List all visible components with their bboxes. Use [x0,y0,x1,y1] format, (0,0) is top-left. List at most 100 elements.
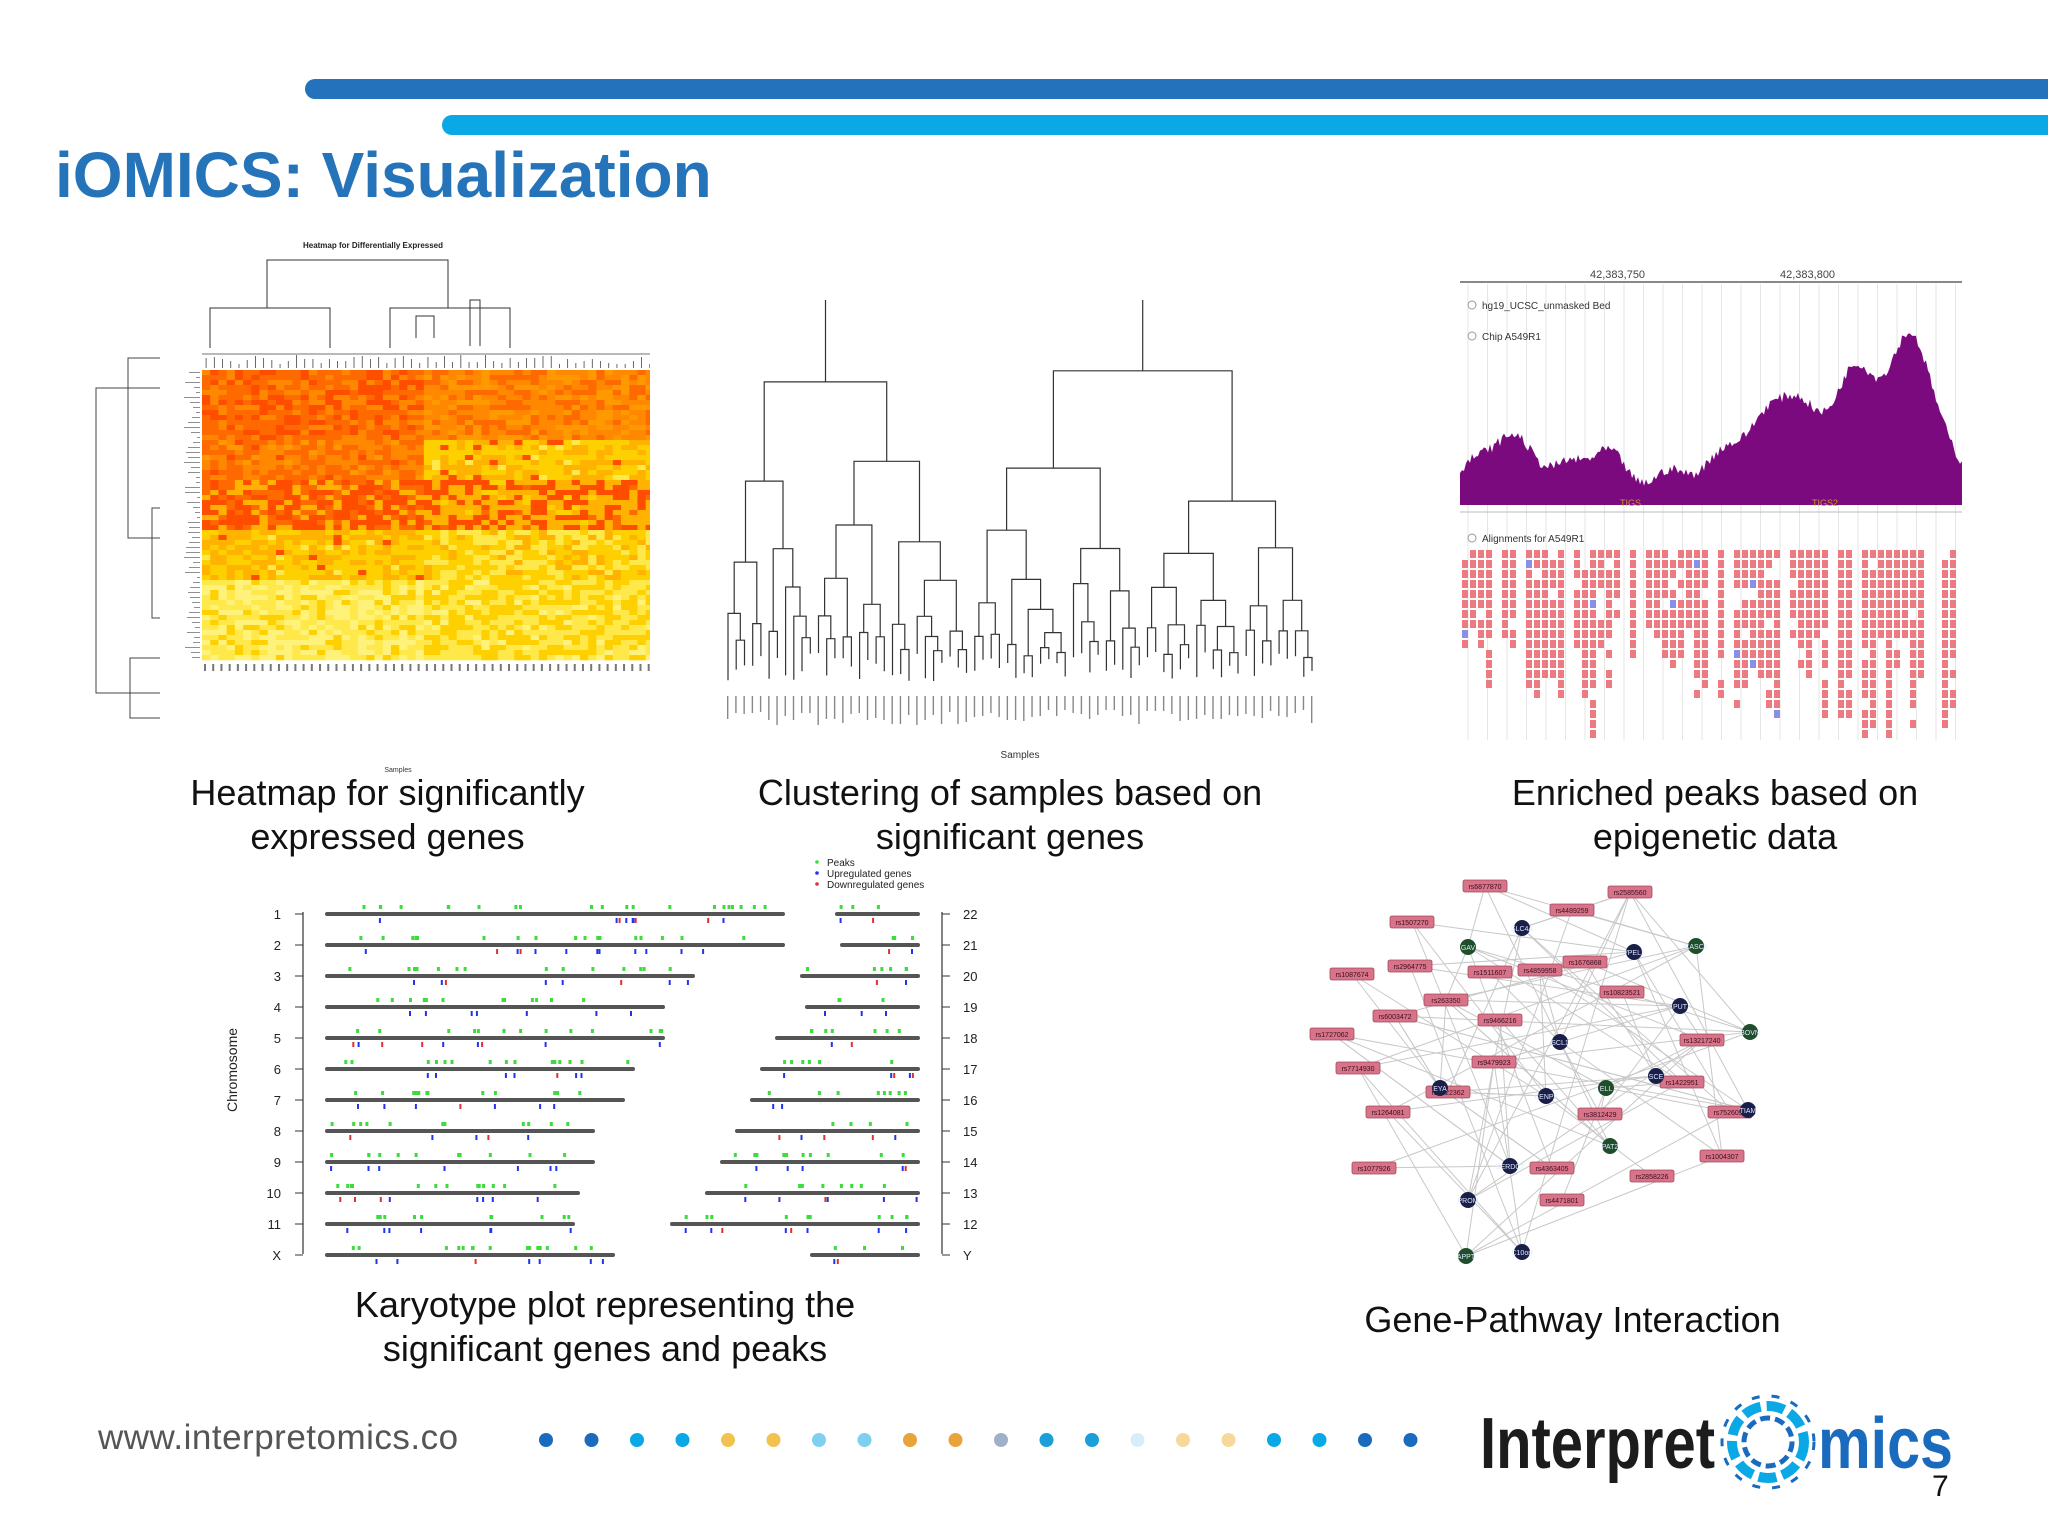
footer-dot [903,1433,917,1447]
chromosome-label-left: 4 [274,1000,281,1015]
chromosome-label-right: 14 [963,1155,977,1170]
snp-node: rs1727062 [1315,1032,1348,1039]
footer-dot [584,1433,599,1447]
cluster-dendrogram [727,300,1313,681]
peaks-alignment-reads [1462,550,1956,738]
chromosome-label-right: 19 [963,1000,977,1015]
snp-node: rs7526097 [1713,1110,1746,1117]
footer-dot [1358,1433,1372,1447]
chromosome-label-right: 22 [963,907,977,922]
clustering-caption: Clustering of samples based on significa… [757,772,1263,857]
footer-dot [766,1433,781,1447]
chromosome-label-left: 6 [274,1062,281,1077]
snp-node: rs2858226 [1635,1174,1668,1181]
chromosome-label-left: 7 [274,1093,281,1108]
chromosome-label-left: 3 [274,969,281,984]
footer-dot [948,1433,963,1447]
chromosome-label-right: 16 [963,1093,977,1108]
snp-node: rs6877870 [1468,884,1501,891]
gene-node: TIAM [1740,1108,1757,1115]
footer-dot [721,1433,735,1447]
chromosome-label-right: 13 [963,1186,977,1201]
heatmap-left-leaves [184,372,200,658]
gene-node: CENPF [1534,1094,1558,1101]
peaks-figure: 42,383,750 42,383,800 hg19_UCSC_unmasked… [1460,270,1962,740]
snp-node: rs9479923 [1477,1060,1510,1067]
footer-dot [1312,1433,1327,1447]
network-caption: Gene-Pathway Interaction [1364,1299,1781,1340]
chromosome-label-left: 5 [274,1031,281,1046]
heatmap-top-leaves [202,353,650,368]
snp-node: rs1422951 [1665,1080,1698,1087]
chromosome-label-left: 1 [274,907,281,922]
gene-node: C10orf [1511,1250,1532,1257]
gene-network-figure: rs6877870 rs2585560 rs1507270 rs4489259 rs29… [1309,879,1760,1264]
snp-node: rs4363405 [1535,1166,1568,1173]
karyotype-legend-item: Downregulated genes [827,880,924,891]
peaks-caption: Enriched peaks based on epigenetic data [1511,772,1919,857]
website-link[interactable]: www.interpretomics.co [98,1418,459,1457]
peaks-marker-1: TIGS [1620,498,1641,508]
snp-node: rs1004307 [1705,1154,1738,1161]
cluster-inner-xlabel: Samples [1001,750,1040,761]
snp-node: rs1511607 [1474,970,1507,977]
gene-node: SLC4A [1511,926,1534,933]
footer-dot [1130,1433,1145,1447]
network-nodes: rs6877870 rs2585560 rs1507270 rs4489259 rs29… [1309,879,1760,1264]
chromosome-label-right: 12 [963,1217,977,1232]
logo-text-right: mics [1818,1404,1953,1484]
snp-node: rs6922362 [1431,1090,1464,1097]
snp-node: rs4471801 [1545,1198,1578,1205]
snp-node: rs1264081 [1371,1110,1404,1117]
chromosome-label-right: 20 [963,969,977,984]
peaks-track2-label: Chip A549R1 [1482,332,1541,343]
footer-dot [1267,1433,1281,1447]
slide-title: iOMICS: Visualization [55,139,712,211]
gene-node: BOVN [1740,1030,1760,1037]
chromosome-label-left: 2 [274,938,281,953]
snp-node: rs13217240 [1684,1038,1721,1045]
snp-node: rs1676868 [1568,960,1601,967]
snp-node: rs3812429 [1583,1112,1616,1119]
karyotype-ylabel: Chromosome [224,1028,240,1112]
chromosome-label-left: 11 [268,1217,282,1232]
gene-node: APPT [1457,1254,1476,1261]
karyotype-legend-item: Upregulated genes [827,869,912,880]
peaks-coverage-area [1460,333,1962,505]
gene-node: ELL [1600,1086,1613,1093]
gene-node: SCE [1649,1074,1664,1081]
chromosome-label-left: 10 [267,1186,281,1201]
heatmap-inner-xlabel: Samples [384,767,412,774]
gene-node: SERDC2 [1496,1164,1525,1171]
peaks-marker-2: TIGS2 [1812,498,1838,508]
heatmap-inner-title: Heatmap for Differentially Expressed [303,241,443,250]
gene-node: PUT [1673,1004,1688,1011]
peaks-track1-label: hg19_UCSC_unmasked Bed [1482,301,1610,312]
snp-node: rs2964775 [1393,964,1426,971]
chromosome-label-right: 21 [963,938,977,953]
logo-ring-icon [1720,1394,1816,1490]
peaks-coord-left: 42,383,750 [1590,270,1645,281]
karyotype-legend-item: Peaks [827,858,855,869]
chromosome-label-right: 18 [963,1031,977,1046]
snp-node: rs2585560 [1613,890,1646,897]
gene-node: GAV [1461,945,1476,952]
gene-node: SCL1 [1551,1040,1569,1047]
footer-dot [1039,1433,1054,1447]
snp-node: rs1087674 [1335,972,1368,979]
chromosome-label-right: 17 [963,1062,977,1077]
snp-node: rs6003472 [1378,1014,1411,1021]
heatmap-cells [202,370,650,661]
snp-node: rs10823521 [1604,990,1641,997]
chromosome-label-left: 9 [274,1155,281,1170]
snp-node: rs9466216 [1483,1018,1516,1025]
chromosome-label-right: 15 [963,1124,977,1139]
chromosome-label-right: Y [963,1248,972,1263]
cluster-dendrogram-figure: Samples [727,300,1313,761]
footer-dots [539,1433,1418,1447]
page-number: 7 [1932,1470,1949,1503]
chromosome-label-left: X [272,1248,281,1263]
footer-dot [812,1433,826,1447]
